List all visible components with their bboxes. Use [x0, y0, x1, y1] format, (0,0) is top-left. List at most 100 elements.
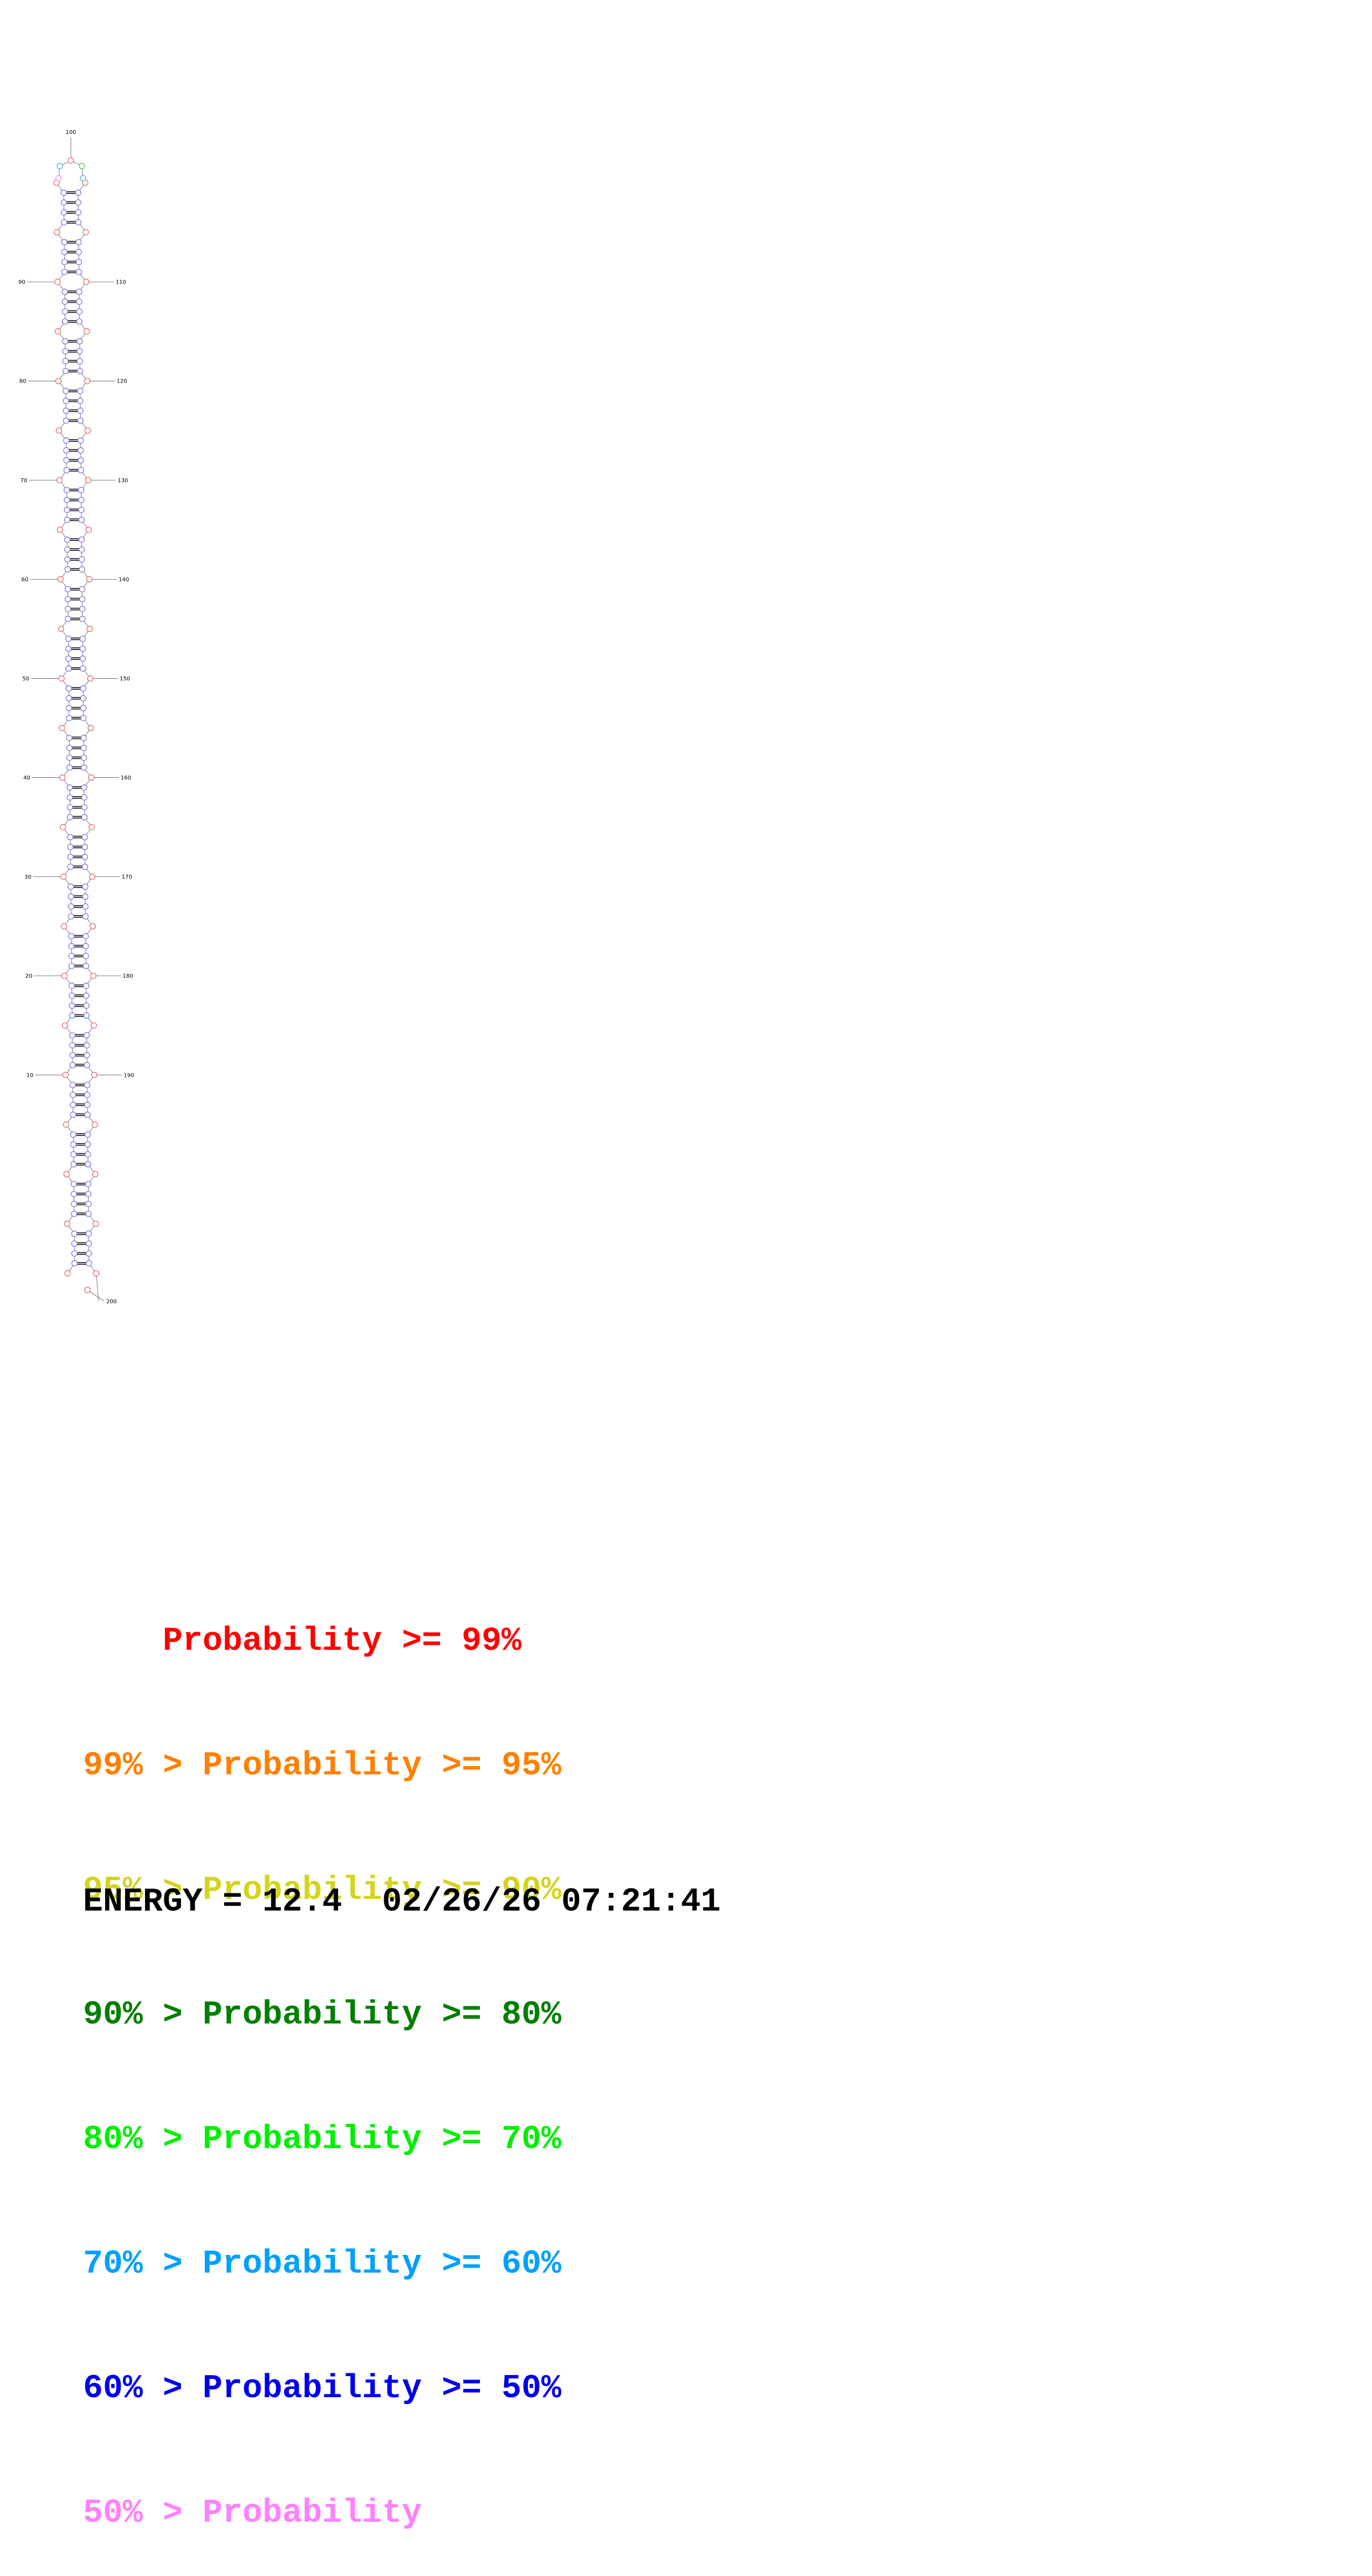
nucleotide — [70, 1101, 76, 1108]
nucleotide — [65, 616, 71, 622]
nucleotide — [65, 665, 72, 672]
nucleotide — [70, 1191, 77, 1197]
nucleotide — [83, 982, 90, 989]
nucleotide — [60, 824, 66, 830]
position-label: 190 — [123, 1072, 134, 1078]
position-label: 100 — [65, 130, 76, 136]
nucleotide — [64, 566, 71, 573]
nucleotide — [64, 596, 71, 602]
nucleotide — [65, 695, 73, 701]
nucleotide — [68, 903, 74, 910]
nucleotide — [77, 388, 84, 394]
nucleotide — [66, 814, 74, 820]
position-label: 180 — [123, 973, 133, 979]
nucleotide — [80, 745, 87, 751]
nucleotide — [79, 636, 86, 642]
nucleotide — [81, 814, 88, 820]
nucleotide — [64, 507, 70, 513]
position-label: 120 — [117, 379, 127, 385]
legend-line: 70% > Probability >= 60% — [83, 2245, 562, 2283]
nucleotide — [57, 576, 64, 583]
nucleotide — [85, 1181, 91, 1188]
legend-line: 80% > Probability >= 70% — [83, 2121, 562, 2159]
nucleotide — [64, 546, 71, 553]
nucleotide — [82, 883, 89, 890]
nucleotide — [85, 1151, 91, 1158]
nucleotide — [64, 556, 71, 563]
nucleotide — [66, 784, 73, 791]
legend-line: 90% > Probability >= 80% — [83, 1996, 562, 2034]
nucleotide — [69, 1012, 75, 1019]
nucleotide — [80, 715, 87, 721]
nucleotide — [79, 616, 86, 622]
nucleotide — [81, 794, 87, 801]
nucleotide — [85, 526, 92, 533]
nucleotide — [68, 953, 75, 959]
nucleotide — [69, 1042, 76, 1049]
nucleotide — [68, 883, 74, 890]
nucleotide — [66, 745, 73, 751]
nucleotide — [84, 1101, 91, 1108]
nucleotide — [92, 1171, 99, 1178]
nucleotide — [61, 249, 68, 255]
nucleotide — [66, 804, 74, 811]
nucleotide — [84, 1287, 91, 1293]
nucleotide — [79, 566, 85, 573]
nucleotide — [63, 487, 70, 493]
nucleotide — [75, 259, 82, 265]
nucleotide — [90, 1022, 97, 1029]
nucleotide — [84, 1131, 91, 1138]
nucleotide — [87, 675, 94, 682]
nucleotide — [65, 646, 72, 652]
nucleotide — [82, 893, 89, 900]
nucleotide — [84, 1032, 90, 1039]
nucleotide — [92, 1220, 99, 1227]
position-label: 60 — [22, 577, 29, 583]
nucleotide — [60, 209, 68, 216]
nucleotide-layer — [53, 157, 100, 1293]
nucleotide — [86, 1250, 92, 1257]
nucleotide — [89, 824, 95, 830]
nucleotide — [86, 626, 93, 632]
nucleotide — [70, 1111, 76, 1118]
nucleotide — [87, 725, 94, 731]
position-label: 150 — [120, 676, 130, 682]
nucleotide — [76, 368, 84, 374]
nucleotide — [78, 536, 85, 543]
nucleotide — [78, 507, 85, 513]
nucleotide — [83, 278, 90, 285]
nucleotide — [82, 903, 89, 910]
nucleotide — [64, 517, 70, 523]
nucleotide — [90, 973, 97, 979]
nucleotide — [76, 308, 82, 315]
nucleotide — [76, 288, 82, 295]
nucleotide — [63, 467, 70, 474]
position-label: 80 — [19, 379, 27, 385]
nucleotide — [67, 834, 74, 840]
legend-line: Probability >= 99% — [163, 1623, 522, 1660]
position-label: 20 — [25, 973, 33, 979]
nucleotide — [62, 348, 69, 355]
nucleotide — [84, 1091, 91, 1098]
nucleotide — [70, 1151, 77, 1158]
nucleotide — [77, 417, 84, 424]
nucleotide — [63, 437, 70, 444]
nucleotide — [80, 735, 87, 741]
legend-line: 95% > Probability >= 90% — [83, 1872, 562, 1909]
nucleotide — [81, 804, 88, 811]
nucleotide — [84, 1042, 90, 1049]
position-label: 50 — [22, 676, 29, 682]
nucleotide — [80, 695, 87, 701]
nucleotide — [77, 398, 84, 404]
nucleotide — [78, 517, 85, 523]
nucleotide — [82, 933, 89, 939]
nucleotide — [61, 318, 69, 325]
nucleotide — [68, 943, 75, 949]
nucleotide — [68, 963, 75, 969]
nucleotide — [80, 685, 86, 692]
nucleotide — [64, 497, 70, 503]
nucleotide — [71, 1201, 77, 1207]
nucleotide — [54, 229, 60, 236]
nucleotide — [86, 1260, 92, 1267]
nucleotide — [63, 388, 69, 394]
